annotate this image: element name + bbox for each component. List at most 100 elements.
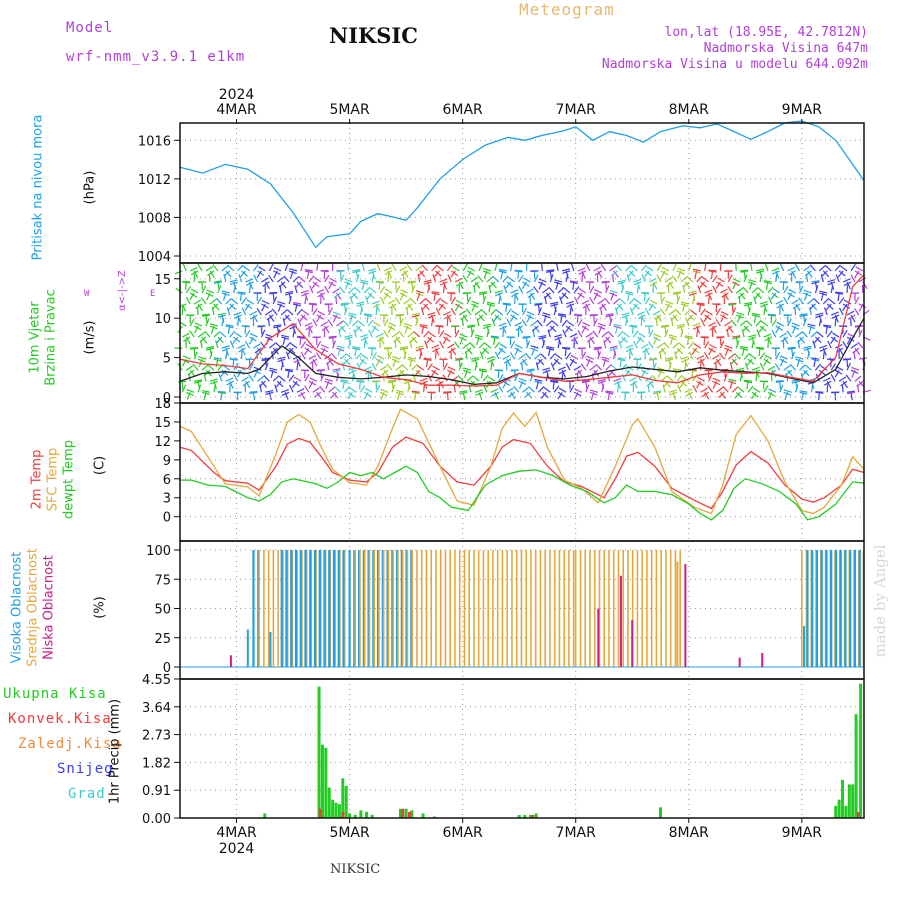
wind-arrow [401, 364, 409, 371]
wind-arrow [174, 270, 183, 275]
wind-arrow [185, 285, 192, 294]
wind-arrow [648, 303, 654, 312]
wind-arrow [252, 392, 256, 401]
wind-arrow [546, 270, 555, 273]
wind-arrow [799, 314, 808, 318]
wind-arrow [667, 284, 670, 294]
wind-arrow [712, 377, 721, 382]
wind-arrow [276, 380, 284, 388]
wind-arrow [565, 325, 573, 332]
wind-arrow [376, 280, 385, 283]
precip-bar [331, 799, 335, 818]
wind-arrow [597, 378, 606, 382]
wind-arrow [577, 318, 583, 327]
wind-arrow [229, 358, 238, 360]
wind-arrow [801, 330, 808, 338]
wind-arrow [426, 336, 433, 344]
wind-arrow [780, 336, 789, 343]
precip-bar [854, 714, 858, 818]
wind-arrow [189, 292, 195, 301]
wind-arrow [593, 346, 602, 349]
wind-arrow [791, 348, 794, 357]
temp-ytick-label: 0 [163, 511, 171, 526]
wind-arrow [462, 263, 468, 272]
wind-arrow [423, 384, 425, 393]
top-year-label: 2024 [219, 87, 255, 103]
wind-arrow [223, 270, 231, 277]
wind-arrow [555, 262, 559, 272]
wind-arrow [511, 292, 519, 298]
wind-arrow [203, 373, 207, 382]
wind-arrow [640, 343, 649, 349]
wind-arrow [704, 314, 712, 321]
wind-arrow [485, 380, 492, 389]
wind-arrow [522, 336, 531, 339]
precip-grid [174, 678, 864, 819]
wind-arrow [813, 336, 820, 344]
wind-arrow [304, 385, 310, 393]
wind-arrow [298, 276, 306, 283]
wind-arrow [730, 358, 737, 366]
wind-arrow [823, 380, 832, 386]
wind-arrow [669, 336, 674, 345]
wind-arrow [425, 359, 429, 368]
wind-arrow [363, 391, 369, 400]
wind-arrow [443, 311, 451, 316]
wind-arrow [324, 325, 330, 334]
wind-arrow [826, 330, 833, 338]
wind-arrow [348, 369, 357, 374]
wind-arrow [681, 303, 686, 312]
wind-arrow [716, 336, 725, 339]
wind-arrow [775, 273, 778, 282]
wind-arrow [704, 369, 713, 372]
wind-west-label: W [84, 289, 90, 299]
wind-arrow [676, 323, 685, 327]
wind-arrow [708, 269, 717, 272]
wind-arrow [581, 379, 590, 382]
wind-arrow [820, 274, 824, 283]
wind-arrow [858, 329, 863, 338]
wind-arrow [731, 307, 737, 316]
wind-arrow [277, 356, 286, 360]
wind-arrow [660, 296, 666, 305]
wind-arrow [700, 318, 706, 327]
wind-arrow [846, 359, 849, 368]
wind-arrow [229, 330, 236, 338]
wind-arrow [352, 270, 361, 274]
wind-arrow [503, 358, 511, 364]
temp-panel [174, 402, 865, 542]
wind-arrow [557, 286, 565, 294]
wind-arrow [649, 281, 658, 287]
wind-arrow [425, 298, 432, 305]
wind-arrow [395, 364, 403, 371]
wind-arrow [557, 391, 563, 400]
wind-arrow [411, 314, 420, 318]
wind-arrow [421, 264, 429, 272]
wind-arrow [744, 301, 753, 305]
wind-arrow [537, 303, 540, 313]
wind-arrow [574, 392, 579, 400]
wind-arrow [253, 369, 258, 378]
wind-arrow [625, 344, 634, 349]
wind-arrow [253, 343, 261, 349]
wind-arrow [332, 314, 338, 323]
wind-arrow [771, 319, 777, 327]
wind-arrow [388, 322, 397, 327]
wind-arrow [450, 307, 456, 316]
wind-arrow [625, 369, 633, 376]
wind-arrow [672, 292, 681, 296]
wind-arrow [731, 358, 739, 366]
bottom-day-label: 9MAR [782, 825, 823, 841]
wind-arrow [480, 370, 484, 379]
wind-arrow [274, 384, 278, 393]
wind-arrow [672, 368, 681, 371]
wind-arrow [797, 336, 804, 343]
wind-arrow [716, 281, 724, 287]
cloud-ytick-label: 0 [163, 661, 171, 676]
wind-arrow [273, 267, 282, 272]
wind-arrow [474, 281, 481, 289]
model-altitude-label: Nadmorska Visina u modelu 644.092m [601, 57, 868, 72]
bottom-day-label: 4MAR [216, 825, 257, 841]
wind-arrow [757, 287, 765, 294]
wind-arrow [582, 303, 591, 309]
